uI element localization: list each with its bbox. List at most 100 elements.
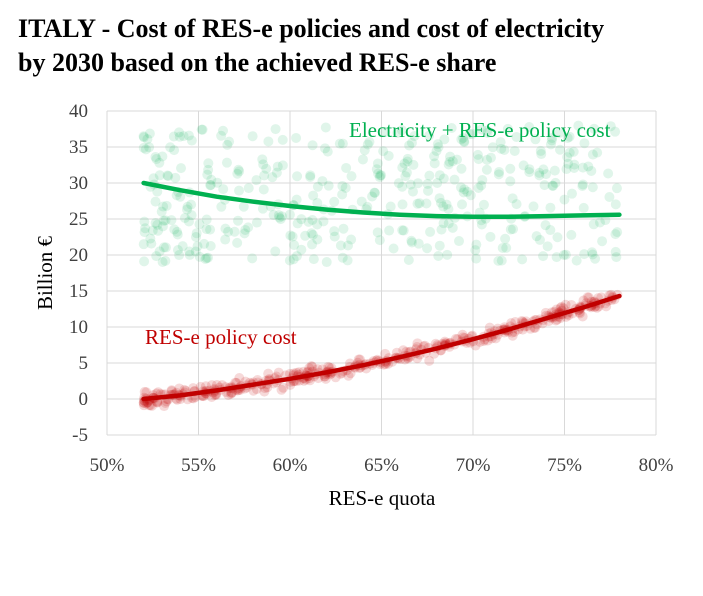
electricity-scatter-point <box>154 157 165 168</box>
electricity-scatter-point <box>276 211 287 222</box>
electricity-scatter-point <box>605 121 616 132</box>
electricity-scatter-point <box>186 210 197 221</box>
res-e-scatter-point <box>330 372 341 383</box>
electricity-scatter-point <box>233 215 244 226</box>
electricity-scatter-point <box>205 224 216 235</box>
electricity-scatter-point <box>205 179 216 190</box>
electricity-scatter-point <box>296 244 307 255</box>
electricity-scatter-point <box>285 230 296 241</box>
electricity-scatter-point <box>139 256 150 267</box>
electricity-scatter-point <box>571 255 582 266</box>
electricity-scatter-point <box>545 225 556 236</box>
electricity-scatter-point <box>317 176 328 187</box>
electricity-scatter-point <box>541 169 552 180</box>
electricity-scatter-point <box>388 243 399 254</box>
electricity-scatter-point <box>441 199 452 210</box>
electricity-scatter-point <box>405 179 416 190</box>
electricity-scatter-point <box>191 228 202 239</box>
electricity-scatter-point <box>154 246 165 257</box>
res-e-scatter-point <box>457 329 468 340</box>
electricity-scatter-point <box>320 143 331 154</box>
electricity-scatter-point <box>174 250 185 261</box>
electricity-scatter-point <box>147 225 158 236</box>
electricity-scatter-point <box>542 241 553 252</box>
electricity-scatter-point <box>508 224 519 235</box>
electricity-scatter-point <box>434 193 445 204</box>
electricity-scatter-point <box>220 234 231 245</box>
electricity-scatter-point <box>425 226 436 237</box>
electricity-trend-line <box>141 180 622 220</box>
electricity-scatter-point <box>497 242 508 253</box>
electricity-scatter-point <box>138 142 149 153</box>
electricity-scatter-point <box>305 170 316 181</box>
electricity-scatter-point <box>174 131 185 142</box>
res-e-scatter-point <box>206 380 217 391</box>
electricity-scatter-points <box>138 120 623 268</box>
electricity-scatter-point <box>322 146 333 157</box>
res-e-scatter-point <box>159 401 170 412</box>
electricity-scatter-point <box>258 184 269 195</box>
electricity-scatter-point <box>476 219 487 230</box>
res-e-scatter-point <box>560 299 571 310</box>
electricity-scatter-point <box>202 169 213 180</box>
electricity-scatter-point <box>200 254 211 265</box>
electricity-scatter-point <box>534 170 545 181</box>
electricity-scatter-point <box>296 214 307 225</box>
res-e-scatter-point <box>273 367 284 378</box>
electricity-scatter-point <box>434 240 445 251</box>
electricity-scatter-point <box>182 201 193 212</box>
res-e-scatter-point <box>304 363 315 374</box>
res-e-scatter-point <box>259 383 270 394</box>
electricity-scatter-point <box>337 180 348 191</box>
res-e-scatter-point <box>145 400 156 411</box>
electricity-scatter-point <box>205 180 216 191</box>
electricity-scatter-point <box>414 198 425 209</box>
electricity-scatter-point <box>443 204 454 215</box>
electricity-scatter-point <box>206 174 217 185</box>
electricity-scatter-point <box>610 126 621 137</box>
electricity-scatter-point <box>291 132 302 143</box>
electricity-scatter-point <box>531 231 542 242</box>
electricity-scatter-point <box>569 159 580 170</box>
electricity-scatter-point <box>138 131 149 142</box>
electricity-scatter-point <box>562 132 573 143</box>
electricity-scatter-point <box>308 254 319 265</box>
electricity-scatter-point <box>176 163 187 174</box>
electricity-scatter-point <box>232 168 243 179</box>
electricity-scatter-point <box>138 132 149 143</box>
electricity-scatter-point <box>272 161 283 172</box>
electricity-scatter-point <box>507 193 518 204</box>
electricity-scatter-point <box>552 232 563 243</box>
electricity-scatter-point <box>611 183 622 194</box>
electricity-scatter-point <box>156 206 167 217</box>
electricity-scatter-point <box>158 242 169 253</box>
x-tick-label: 75% <box>547 455 582 476</box>
electricity-scatter-point <box>459 136 470 147</box>
electricity-scatter-point <box>524 164 535 175</box>
electricity-scatter-point <box>540 220 551 231</box>
electricity-scatter-point <box>590 253 601 264</box>
electricity-scatter-point <box>438 173 449 184</box>
electricity-scatter-point <box>271 167 282 178</box>
res-e-scatter-point <box>343 370 354 381</box>
electricity-scatter-point <box>321 257 332 268</box>
electricity-scatter-point <box>199 238 210 249</box>
electricity-scatter-point <box>577 162 588 173</box>
electricity-scatter-point <box>307 239 318 250</box>
electricity-scatter-point <box>152 186 163 197</box>
electricity-scatter-point <box>247 131 258 142</box>
res-e-scatter-point <box>353 354 364 365</box>
res-e-scatter-point <box>276 384 287 395</box>
electricity-scatter-point <box>495 137 506 148</box>
electricity-scatter-point <box>224 136 235 147</box>
electricity-scatter-point <box>268 210 279 221</box>
res-e-scatter-point <box>412 338 423 349</box>
res-e-scatter-point <box>278 382 289 393</box>
electricity-scatter-point <box>251 217 262 228</box>
electricity-scatter-point <box>161 200 172 211</box>
electricity-scatter-point <box>434 170 445 181</box>
electricity-scatter-point <box>337 252 348 263</box>
electricity-scatter-point <box>194 251 205 262</box>
electricity-scatter-point <box>465 190 476 201</box>
res-e-scatter-point <box>529 322 540 333</box>
